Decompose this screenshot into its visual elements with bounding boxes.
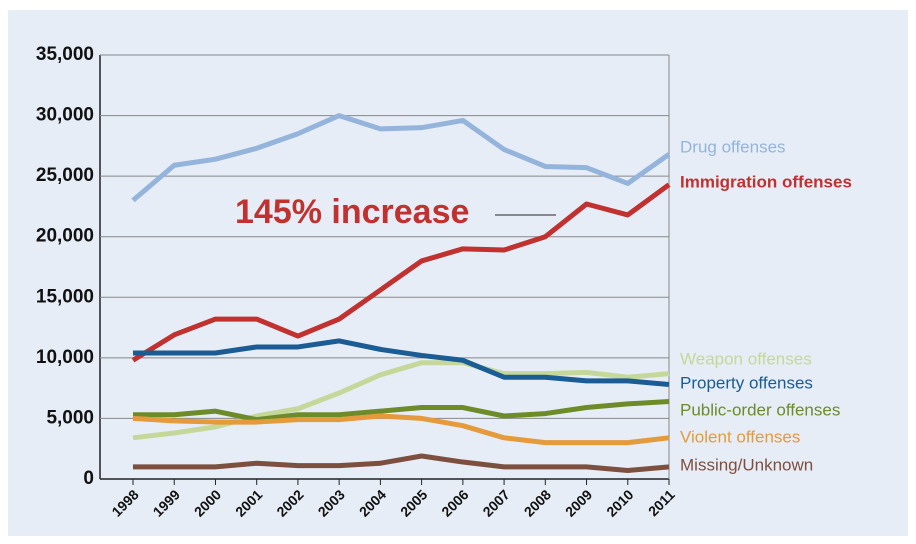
y-tick-label: 0	[83, 468, 94, 489]
series-line	[133, 453, 670, 474]
series-label: Immigration offenses	[680, 172, 852, 191]
series-label: Public-order offenses	[680, 400, 840, 419]
y-tick-label: 10,000	[36, 347, 94, 368]
series-line	[131, 113, 671, 203]
background	[8, 10, 908, 536]
series-label: Missing/Unknown	[680, 455, 813, 474]
y-tick-label: 25,000	[36, 165, 94, 186]
series-label: Drug offenses	[680, 137, 786, 156]
y-tick-label: 15,000	[36, 286, 94, 307]
y-tick-label: 35,000	[36, 44, 94, 65]
series-label: Weapon offenses	[680, 349, 812, 368]
series-line	[133, 338, 670, 387]
series-line	[132, 413, 670, 446]
series-label: Property offenses	[680, 373, 813, 392]
y-tick-label: 30,000	[36, 105, 94, 126]
y-tick-label: 5,000	[46, 407, 94, 428]
y-tick-label: 20,000	[36, 226, 94, 247]
annotation: 145% increase	[235, 193, 469, 231]
series-line	[133, 398, 670, 423]
series-line	[131, 182, 671, 363]
series-label: Violent offenses	[680, 427, 800, 446]
series-line	[132, 360, 670, 441]
